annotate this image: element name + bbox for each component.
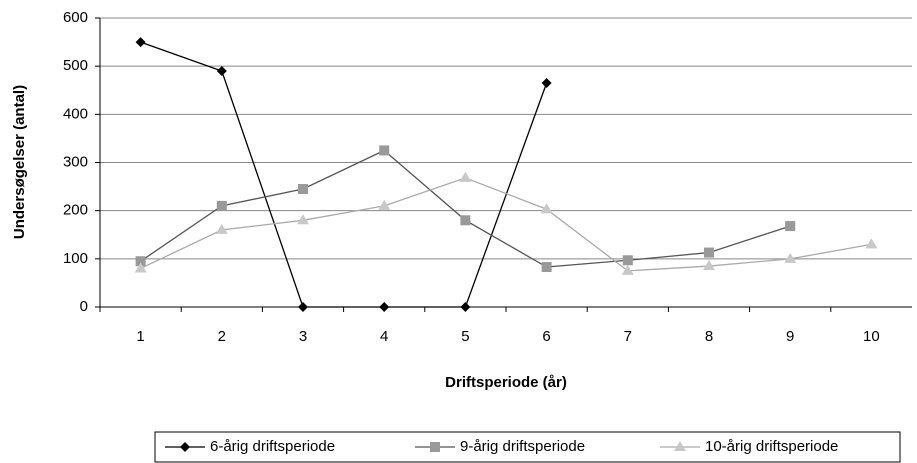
marker bbox=[865, 238, 878, 249]
y-tick-label: 400 bbox=[63, 105, 88, 122]
marker bbox=[621, 264, 634, 275]
marker bbox=[785, 221, 796, 232]
marker bbox=[180, 442, 190, 452]
marker bbox=[541, 78, 552, 89]
legend-label: 6-årig driftsperiode bbox=[210, 438, 335, 455]
marker bbox=[378, 199, 391, 210]
y-axis-label: Undersøgelser (antal) bbox=[11, 85, 28, 239]
marker bbox=[216, 200, 227, 211]
y-tick-label: 600 bbox=[63, 9, 88, 26]
marker bbox=[379, 302, 390, 312]
series-line bbox=[140, 149, 791, 268]
marker bbox=[216, 65, 227, 76]
marker bbox=[703, 260, 715, 271]
marker bbox=[704, 247, 714, 258]
marker bbox=[298, 302, 308, 312]
marker bbox=[298, 183, 308, 194]
series-line bbox=[140, 41, 548, 308]
legend-label: 9-årig driftsperiode bbox=[460, 438, 585, 455]
marker bbox=[541, 262, 552, 273]
series-line bbox=[140, 177, 872, 272]
x-tick-label: 4 bbox=[380, 328, 388, 345]
x-tick-label: 2 bbox=[218, 328, 226, 345]
x-tick-label: 1 bbox=[136, 328, 144, 345]
legend-box bbox=[154, 431, 901, 463]
marker bbox=[459, 171, 472, 182]
marker bbox=[135, 256, 146, 267]
marker bbox=[215, 223, 228, 234]
x-tick-label: 9 bbox=[786, 328, 794, 345]
x-tick-label: 10 bbox=[863, 328, 880, 345]
x-tick-label: 6 bbox=[542, 328, 550, 345]
marker bbox=[135, 37, 146, 48]
marker bbox=[784, 252, 797, 263]
marker bbox=[134, 262, 147, 273]
x-tick-label: 7 bbox=[624, 328, 632, 345]
x-axis-label: Driftsperiode (år) bbox=[445, 374, 567, 391]
x-tick-label: 3 bbox=[299, 328, 307, 345]
y-tick-label: 500 bbox=[63, 57, 88, 74]
marker bbox=[297, 214, 309, 225]
marker bbox=[379, 145, 390, 156]
x-tick-label: 8 bbox=[705, 328, 713, 345]
marker bbox=[460, 215, 471, 226]
y-tick-label: 200 bbox=[63, 202, 88, 219]
marker bbox=[674, 441, 686, 451]
y-tick-label: 300 bbox=[63, 153, 88, 170]
marker bbox=[622, 255, 633, 266]
marker bbox=[430, 442, 440, 452]
y-tick-label: 0 bbox=[80, 298, 88, 315]
marker bbox=[540, 203, 553, 214]
legend-label: 10-årig driftsperiode bbox=[705, 438, 838, 455]
y-tick-label: 100 bbox=[63, 250, 88, 267]
marker bbox=[460, 302, 471, 312]
x-tick-label: 5 bbox=[461, 328, 469, 345]
